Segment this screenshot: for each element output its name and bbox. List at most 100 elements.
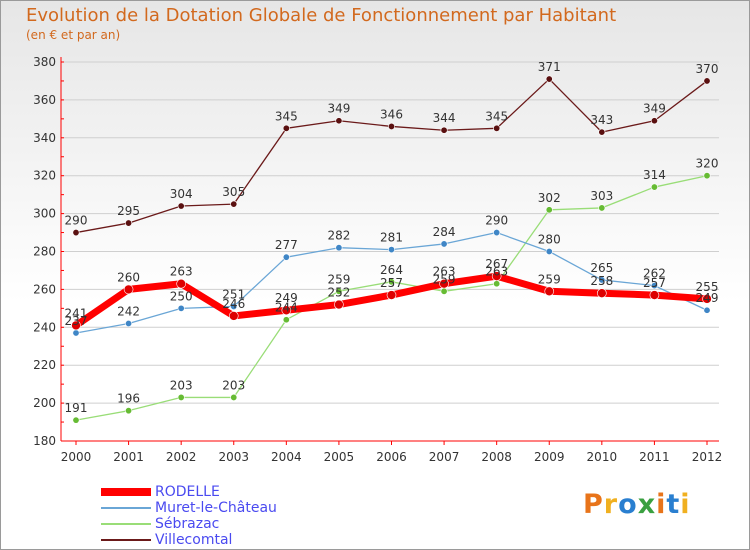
- data-label: 203: [170, 378, 193, 392]
- data-label: 290: [65, 214, 88, 228]
- data-label: 349: [327, 102, 350, 116]
- y-tick-label: 300: [33, 207, 56, 221]
- legend-swatch: [101, 523, 151, 525]
- data-label: 280: [538, 233, 561, 247]
- data-point: [71, 320, 81, 331]
- data-label: 305: [222, 185, 245, 199]
- data-point: [335, 287, 343, 295]
- data-point: [440, 240, 448, 248]
- data-point: [649, 290, 660, 300]
- legend-label: Villecomtal: [155, 532, 233, 548]
- x-tick-label: 2012: [692, 450, 723, 464]
- y-tick-label: 260: [33, 282, 56, 296]
- y-tick-label: 200: [33, 396, 56, 410]
- data-label: 249: [275, 291, 298, 305]
- data-label: 259: [327, 272, 350, 286]
- data-point: [230, 393, 238, 401]
- data-label: 249: [696, 291, 719, 305]
- data-point: [703, 172, 711, 180]
- data-label: 346: [380, 107, 403, 121]
- data-point: [387, 278, 395, 286]
- legend-swatch: [101, 539, 151, 541]
- x-tick-label: 2009: [534, 450, 565, 464]
- logo-letter: o: [618, 489, 638, 520]
- y-tick-label: 220: [33, 358, 56, 372]
- logo-letter: r: [603, 489, 619, 520]
- data-label: 264: [380, 263, 403, 277]
- data-label: 244: [275, 301, 298, 315]
- data-point: [72, 329, 80, 337]
- data-label: 303: [590, 189, 613, 203]
- data-label: 263: [170, 265, 193, 279]
- data-point: [282, 253, 290, 261]
- data-point: [598, 276, 606, 284]
- data-label: 260: [117, 270, 140, 284]
- y-tick-label: 240: [33, 320, 56, 334]
- data-point: [230, 302, 238, 310]
- data-label: 320: [696, 157, 719, 171]
- data-label: 259: [538, 272, 561, 286]
- data-label: 343: [590, 113, 613, 127]
- data-point: [282, 316, 290, 324]
- x-tick-label: 2005: [324, 450, 355, 464]
- x-tick-label: 2010: [587, 450, 618, 464]
- data-label: 251: [222, 287, 245, 301]
- data-label: 371: [538, 60, 561, 74]
- data-point: [386, 290, 397, 300]
- data-point: [177, 202, 185, 210]
- data-label: 267: [485, 257, 508, 271]
- legend-label: RODELLE: [155, 484, 220, 500]
- data-point: [493, 280, 501, 288]
- data-point: [281, 305, 292, 316]
- x-tick-label: 2007: [429, 450, 460, 464]
- data-point: [439, 278, 449, 289]
- logo-letter: P: [583, 489, 604, 520]
- data-point: [702, 294, 712, 304]
- data-point: [545, 248, 553, 256]
- y-tick-label: 180: [33, 434, 56, 448]
- data-label: 263: [485, 265, 508, 279]
- data-point: [703, 306, 711, 314]
- y-tick-label: 360: [33, 93, 56, 107]
- data-label: 314: [643, 168, 666, 182]
- data-point: [493, 124, 501, 132]
- legend-label: Sébrazac: [155, 516, 220, 532]
- x-tick-label: 2008: [481, 450, 512, 464]
- data-point: [125, 407, 133, 415]
- data-point: [545, 75, 553, 83]
- data-point: [650, 117, 658, 125]
- y-tick-label: 380: [33, 55, 56, 69]
- x-tick-label: 2001: [113, 450, 144, 464]
- legend-label: Muret-le-Château: [155, 500, 277, 516]
- data-label: 281: [380, 231, 403, 245]
- data-label: 302: [538, 191, 561, 205]
- data-point: [650, 183, 658, 191]
- data-label: 277: [275, 238, 298, 252]
- data-label: 246: [222, 297, 245, 311]
- data-point: [230, 200, 238, 208]
- data-point: [491, 271, 502, 281]
- data-label: 344: [433, 111, 456, 125]
- proxiti-logo: Proxiti: [583, 489, 691, 520]
- data-point: [493, 229, 501, 237]
- data-label: 265: [590, 261, 613, 275]
- data-point: [123, 284, 134, 295]
- data-label: 257: [380, 276, 403, 290]
- data-label: 370: [696, 62, 719, 76]
- data-label: 284: [433, 225, 456, 239]
- x-tick-label: 2006: [376, 450, 407, 464]
- legend-swatch: [101, 488, 151, 496]
- data-label: 196: [117, 392, 140, 406]
- data-point: [72, 416, 80, 424]
- data-point: [650, 282, 658, 290]
- data-label: 345: [485, 109, 508, 123]
- data-point: [597, 288, 607, 298]
- data-point: [440, 126, 448, 134]
- x-tick-label: 2011: [639, 450, 670, 464]
- data-point: [703, 77, 711, 85]
- data-point: [125, 320, 133, 328]
- data-point: [125, 219, 133, 227]
- chart-subtitle: (en € et par an): [26, 28, 121, 42]
- data-label: 191: [65, 401, 88, 415]
